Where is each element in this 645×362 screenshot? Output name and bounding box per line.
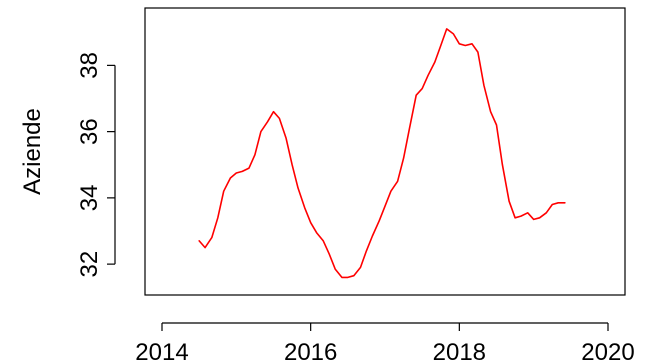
y-tick-label: 38 xyxy=(76,52,103,79)
x-tick-label: 2020 xyxy=(581,339,634,362)
plot-area-frame xyxy=(144,7,626,296)
x-tick-label: 2016 xyxy=(284,339,337,362)
y-axis: 32 34 36 38 xyxy=(76,52,116,278)
y-tick-label: 34 xyxy=(76,185,103,212)
y-tick-label: 32 xyxy=(76,251,103,278)
x-tick-label: 2018 xyxy=(433,339,486,362)
series-group xyxy=(198,28,566,279)
y-tick-label: 36 xyxy=(76,118,103,145)
x-axis: 2014 2016 2018 2020 xyxy=(135,322,635,362)
x-tick-label: 2014 xyxy=(135,339,188,362)
series-line xyxy=(198,28,566,279)
y-axis-title: Aziende xyxy=(19,108,46,195)
